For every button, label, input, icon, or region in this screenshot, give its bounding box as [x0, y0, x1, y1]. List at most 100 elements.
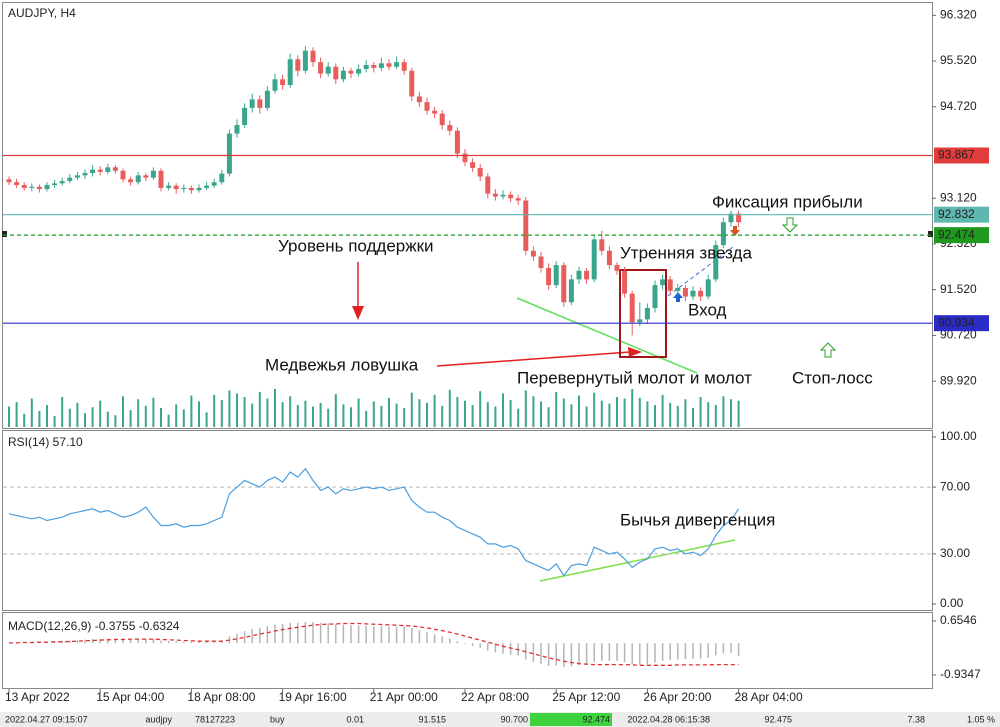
volume-bar	[175, 404, 178, 427]
status-bar	[0, 712, 1000, 727]
volume-bar	[692, 408, 694, 427]
candle-body	[166, 185, 172, 188]
candle-body	[188, 187, 194, 191]
candle-body	[340, 70, 346, 80]
rsi-line	[8, 467, 740, 577]
candle-body	[698, 290, 704, 297]
volume-bar	[471, 405, 474, 427]
candle-body	[120, 170, 126, 180]
volume-bar	[190, 395, 193, 427]
volume-bar	[144, 405, 147, 427]
x-tick-label: 18 Apr 08:00	[187, 690, 255, 704]
trap-arrow	[436, 351, 631, 367]
volume-bar	[714, 405, 717, 427]
level-label: 93.867	[938, 148, 975, 162]
status-field: buy	[270, 714, 285, 724]
volume-bar	[578, 395, 580, 427]
candle-body	[500, 194, 506, 197]
volume-bar	[213, 394, 216, 427]
volume-bar	[418, 399, 421, 427]
volume-bar	[638, 397, 641, 427]
annotation: Вход	[688, 300, 727, 319]
volume-bar	[433, 394, 436, 427]
volume-bar	[676, 405, 679, 427]
candle-body	[67, 177, 73, 182]
candle-body	[546, 267, 552, 286]
volume-bar	[15, 402, 18, 427]
annotation: Бычья дивергенция	[620, 510, 775, 529]
volume-bar	[122, 396, 124, 427]
candle-body	[356, 69, 362, 74]
volume-bar	[456, 397, 459, 427]
volume-bar	[61, 397, 64, 427]
volume-bar	[258, 391, 261, 427]
candle-body	[257, 99, 263, 108]
candle-body	[318, 62, 324, 74]
exit-arrow	[730, 226, 740, 236]
volume-bar	[84, 413, 86, 427]
volume-bar	[631, 389, 634, 427]
annotation: Фиксация прибыли	[712, 192, 863, 211]
volume-bar	[562, 398, 565, 427]
candle-body	[128, 179, 134, 183]
volume-bar	[388, 397, 390, 427]
candle-body	[82, 173, 88, 176]
candle-body	[333, 66, 339, 80]
divergence-line	[539, 539, 736, 582]
candle-body	[561, 265, 567, 303]
annotation: Уровень поддержки	[278, 236, 434, 255]
candle-body	[439, 113, 445, 126]
level-label-box	[934, 227, 989, 244]
status-field: 91.515	[418, 714, 446, 724]
volume-bar	[616, 397, 618, 427]
status-field: 1.05 %	[967, 714, 995, 724]
candle-body	[249, 99, 255, 108]
candle-body	[515, 198, 521, 201]
candle-body	[264, 90, 270, 108]
status-field: 7.38	[907, 714, 925, 724]
candle-body	[675, 287, 681, 291]
status-highlight	[530, 713, 612, 726]
candle-body	[325, 66, 331, 74]
candle-body	[660, 279, 666, 286]
volume-bar	[570, 404, 573, 427]
volume-bar	[517, 408, 520, 427]
volume-bar	[46, 405, 48, 427]
volume-bar	[289, 396, 292, 427]
volume-bar	[274, 389, 276, 427]
volume-bar	[722, 396, 725, 427]
volume-bar	[342, 404, 345, 427]
candle-body	[447, 125, 453, 131]
volume-bar	[30, 398, 33, 427]
volume-bar	[441, 405, 444, 427]
volume-bar	[160, 408, 162, 427]
candle-body	[280, 79, 286, 86]
candle-body	[432, 110, 438, 114]
volume-bar	[236, 393, 238, 427]
volume-bar	[380, 405, 383, 427]
candle-body	[59, 181, 65, 184]
candle-body	[310, 50, 316, 63]
x-tick-label: 19 Apr 16:00	[279, 690, 347, 704]
volume-bar	[699, 397, 702, 427]
candle-body	[682, 287, 688, 297]
volume-bar	[251, 403, 254, 427]
status-field: 78127223	[195, 714, 235, 724]
status-field: 2022.04.27 09:15:07	[5, 714, 88, 724]
candle-body	[226, 133, 232, 174]
candle-body	[591, 239, 597, 280]
volume-bar	[547, 407, 550, 427]
level-label-box	[934, 206, 989, 223]
volume-bar	[623, 398, 626, 427]
status-field: 0.01	[346, 714, 364, 724]
candle-body	[90, 169, 96, 174]
volume-bar	[220, 399, 223, 427]
x-tick-label: 26 Apr 20:00	[643, 690, 711, 704]
volume-bar	[737, 400, 740, 427]
candle-body	[150, 170, 156, 178]
volume-bar	[281, 402, 284, 427]
volume-bar	[540, 401, 542, 427]
volume-bar	[198, 401, 200, 427]
volume-bar	[53, 416, 56, 427]
volume-bar	[167, 414, 170, 427]
